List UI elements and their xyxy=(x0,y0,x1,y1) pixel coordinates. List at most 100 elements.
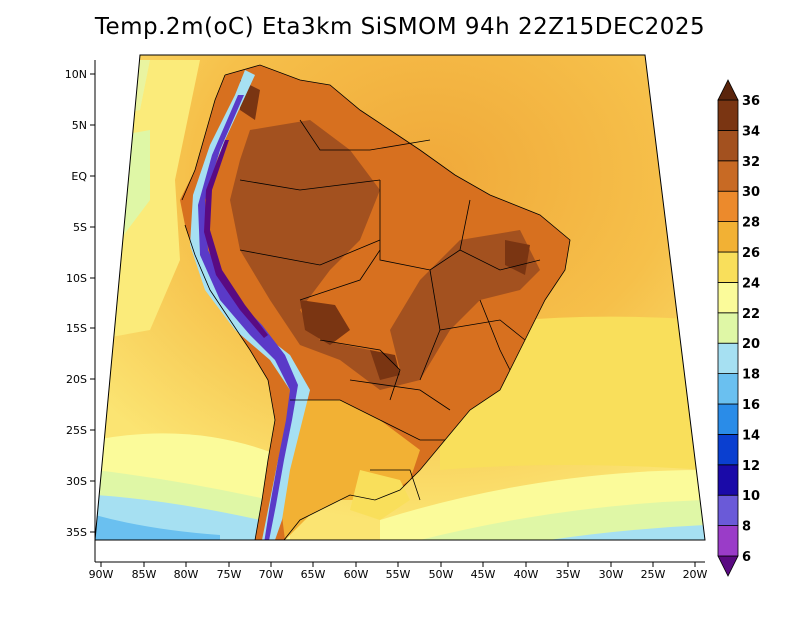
lat-tick-label: 25S xyxy=(66,424,87,437)
lon-tick: 50W xyxy=(429,562,454,581)
colorbar-segment xyxy=(717,373,739,405)
colorbar-label: 18 xyxy=(742,368,760,383)
colorbar-segment xyxy=(717,403,739,435)
colorbar-label: 32 xyxy=(742,155,760,170)
south-pacific-cooler xyxy=(95,495,260,540)
colorbar: 6 8 10 12 14 16 18 20 22 24 26 28 30 32 34 36 xyxy=(717,79,760,577)
pampas-field xyxy=(350,470,410,520)
colorbar-segment xyxy=(717,433,739,466)
andes-coldest-ridge xyxy=(198,95,298,540)
lon-tick-label: 25W xyxy=(641,568,666,581)
andes-peaks xyxy=(204,140,268,338)
lon-tick-label: 20W xyxy=(683,568,708,581)
colorbar-label: 14 xyxy=(742,428,760,443)
south-atlantic-cooler xyxy=(500,525,705,540)
lon-tick: 35W xyxy=(556,562,581,581)
lat-tick: 25S xyxy=(66,424,95,437)
lat-tick-label: EQ xyxy=(71,170,87,183)
lat-tick: 5N xyxy=(72,119,95,132)
lat-tick-label: 5N xyxy=(72,119,87,132)
lon-tick-label: 35W xyxy=(556,568,581,581)
colorbar-label: 28 xyxy=(742,216,760,231)
lat-tick: 10N xyxy=(65,68,95,81)
lat-tick: 10S xyxy=(66,272,95,285)
lon-tick: 20W xyxy=(683,562,708,581)
colorbar-segment xyxy=(717,525,739,557)
lat-tick: 15S xyxy=(66,322,95,335)
colorbar-label: 6 xyxy=(742,550,751,565)
lon-tick-label: 40W xyxy=(514,568,539,581)
lat-tick-label: 15S xyxy=(66,322,87,335)
lat-tick: 30S xyxy=(66,475,95,488)
lon-tick: 60W xyxy=(344,562,369,581)
lat-tick-label: 35S xyxy=(66,526,87,539)
lon-tick: 90W xyxy=(89,562,114,581)
lon-tick-label: 80W xyxy=(174,568,199,581)
latitude-ticks: 10N 5N EQ 5S 10S 15S 20S 25S 30S 35S xyxy=(65,68,95,539)
lat-tick-label: 20S xyxy=(66,373,87,386)
lon-tick-label: 90W xyxy=(89,568,114,581)
hottest-core xyxy=(240,80,530,380)
colorbar-segment xyxy=(717,312,739,344)
lon-tick-label: 65W xyxy=(301,568,326,581)
lon-tick: 85W xyxy=(132,562,157,581)
lon-tick-label: 75W xyxy=(217,568,242,581)
colorbar-segment xyxy=(717,129,739,162)
colorbar-label: 20 xyxy=(742,337,760,352)
colorbar-high-triangle xyxy=(717,79,739,101)
colorbar-label: 12 xyxy=(742,459,760,474)
colorbar-segment xyxy=(717,221,739,253)
lon-tick: 40W xyxy=(514,562,539,581)
lat-tick-label: 5S xyxy=(73,221,87,234)
lat-tick-label: 30S xyxy=(66,475,87,488)
colorbar-label: 36 xyxy=(742,94,760,109)
colorbar-label: 16 xyxy=(742,398,760,413)
lat-tick: 35S xyxy=(66,526,95,539)
temperature-field xyxy=(95,55,705,540)
colorbar-segment xyxy=(717,190,739,222)
lat-tick: 5S xyxy=(73,221,95,234)
colorbar-segment xyxy=(717,464,739,496)
lon-tick: 70W xyxy=(259,562,284,581)
lon-tick: 30W xyxy=(599,562,624,581)
lon-tick: 25W xyxy=(641,562,666,581)
colorbar-segment xyxy=(717,99,739,131)
lon-tick: 55W xyxy=(386,562,411,581)
lon-tick-label: 70W xyxy=(259,568,284,581)
lon-tick-label: 30W xyxy=(599,568,624,581)
lat-tick-label: 10N xyxy=(65,68,87,81)
colorbar-segment xyxy=(717,281,739,314)
domain-outline xyxy=(94,54,706,541)
colorbar-label: 24 xyxy=(742,276,760,291)
lon-tick-label: 50W xyxy=(429,568,454,581)
lon-tick: 65W xyxy=(301,562,326,581)
south-atlantic-cool xyxy=(420,500,705,540)
lon-tick: 45W xyxy=(471,562,496,581)
lon-tick-label: 45W xyxy=(471,568,496,581)
colorbar-segment xyxy=(717,251,739,283)
lon-tick-label: 85W xyxy=(132,568,157,581)
lon-tick: 75W xyxy=(217,562,242,581)
colorbar-label: 30 xyxy=(742,185,760,200)
lat-tick: EQ xyxy=(71,170,95,183)
southern-cone-field xyxy=(280,400,420,540)
colorbar-low-triangle xyxy=(717,555,739,577)
colorbar-label: 34 xyxy=(742,124,760,139)
colorbar-label: 22 xyxy=(742,307,760,322)
colorbar-label: 8 xyxy=(742,520,751,535)
lon-tick-label: 55W xyxy=(386,568,411,581)
lat-tick-label: 10S xyxy=(66,272,87,285)
colorbar-segment xyxy=(717,342,739,375)
lon-tick-label: 60W xyxy=(344,568,369,581)
colorbar-label: 26 xyxy=(742,246,760,261)
colorbar-segment xyxy=(717,494,739,527)
colorbar-label: 10 xyxy=(742,489,760,504)
south-pacific-coolest xyxy=(95,515,220,540)
lat-tick: 20S xyxy=(66,373,95,386)
colorbar-segment xyxy=(717,160,739,192)
national-borders xyxy=(181,64,571,540)
map-title: Temp.2m(oC) Eta3km SiSMOM 94h 22Z15DEC20… xyxy=(94,14,706,40)
longitude-ticks: 90W 85W 80W 75W 70W 65W 60W 55W 50W 45W … xyxy=(89,562,708,581)
lon-tick: 80W xyxy=(174,562,199,581)
